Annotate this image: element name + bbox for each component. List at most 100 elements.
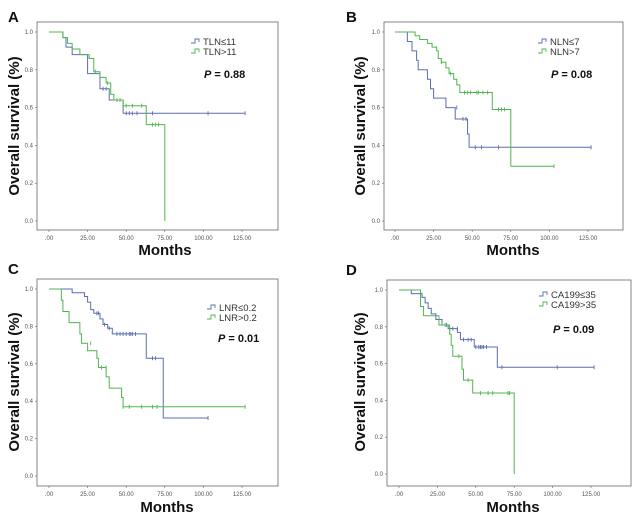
legend-label: LNR≤0.2 — [219, 303, 256, 314]
x-tick-label: 100.00 — [194, 492, 213, 498]
legend-swatch — [539, 291, 548, 297]
x-axis-label: Months — [486, 242, 539, 259]
y-axis-label: Overall survival (%) — [352, 312, 369, 451]
p-value-number: = 0.01 — [225, 333, 259, 345]
plot-frame — [386, 279, 632, 487]
legend-label: NLN>7 — [550, 47, 580, 58]
p-symbol: P — [551, 69, 559, 81]
y-tick-label: 0.6 — [25, 106, 34, 112]
legend-swatch — [207, 314, 216, 320]
y-tick-label: 0.2 — [372, 181, 381, 187]
legend-swatch — [191, 38, 200, 44]
y-tick-label: 0.0 — [25, 219, 34, 225]
legend-label: CA199>35 — [551, 300, 596, 311]
panel-letter: D — [346, 262, 357, 279]
legend-label: CA199≤35 — [551, 290, 596, 301]
x-tick-label: 75.00 — [507, 492, 523, 498]
y-tick-label: 0.0 — [372, 219, 381, 225]
legend-label: LNR>0.2 — [219, 313, 257, 324]
plot-frame — [36, 21, 279, 231]
y-axis-label: Overall survival (%) — [352, 56, 369, 195]
x-tick-label: 25.00 — [80, 236, 96, 242]
x-tick-label: 100.00 — [194, 236, 213, 242]
legend-swatch — [191, 48, 200, 54]
panel-letter: A — [8, 9, 19, 26]
p-value: P = 0.88 — [204, 69, 245, 81]
y-tick-label: 0.6 — [375, 362, 384, 368]
legend-label: NLN≤7 — [550, 37, 580, 48]
p-value: P = 0.09 — [553, 324, 594, 336]
x-tick-label: 75.00 — [157, 236, 173, 242]
x-tick-label: 75.00 — [157, 492, 173, 498]
y-tick-label: 0.0 — [25, 474, 34, 480]
legend-swatch — [207, 304, 216, 310]
x-tick-label: 125.00 — [233, 492, 252, 498]
y-tick-label: 0.8 — [25, 68, 34, 74]
x-tick-label: 75.00 — [503, 236, 519, 242]
panel-letter: C — [8, 261, 19, 278]
y-tick-label: 0.8 — [375, 325, 384, 331]
x-tick-label: 100.00 — [540, 236, 559, 242]
x-tick-label: 50.00 — [465, 236, 481, 242]
x-tick-label: 50.00 — [119, 492, 135, 498]
y-tick-label: 0.0 — [375, 472, 384, 478]
p-value: P = 0.08 — [551, 69, 592, 81]
plot-frame — [383, 21, 624, 231]
x-tick-label: 25.00 — [426, 236, 442, 242]
x-tick-label: 50.00 — [468, 492, 484, 498]
x-tick-label: .00 — [391, 236, 400, 242]
x-axis-label: Months — [140, 499, 193, 516]
legend-swatch — [539, 301, 548, 307]
p-symbol: P — [218, 333, 226, 345]
y-tick-label: 1.0 — [25, 30, 34, 36]
y-tick-label: 0.4 — [375, 398, 384, 404]
x-tick-label: .00 — [45, 236, 54, 242]
survival-curve-2 — [399, 289, 515, 474]
p-symbol: P — [553, 324, 561, 336]
y-tick-label: 0.2 — [25, 181, 34, 187]
y-axis-label: Overall survival (%) — [6, 56, 23, 195]
p-value-number: = 0.88 — [211, 69, 245, 81]
y-tick-label: 0.8 — [372, 68, 381, 74]
x-tick-label: .00 — [395, 492, 404, 498]
x-tick-label: 100.00 — [543, 492, 562, 498]
panel-letter: B — [346, 9, 357, 26]
survival-curve-2 — [395, 31, 555, 167]
p-value: P = 0.01 — [218, 333, 259, 345]
y-tick-label: 0.4 — [372, 143, 381, 149]
survival-curve-2 — [49, 31, 166, 221]
x-tick-label: 125.00 — [582, 492, 601, 498]
y-tick-label: 0.6 — [25, 362, 34, 368]
survival-curve-2 — [49, 288, 246, 408]
y-tick-label: 0.2 — [25, 437, 34, 443]
legend-label: TLN≤11 — [203, 37, 236, 48]
y-tick-label: 1.0 — [372, 30, 381, 36]
x-tick-label: 125.00 — [579, 236, 598, 242]
survival-curve-1 — [395, 31, 592, 148]
x-tick-label: .00 — [45, 492, 54, 498]
y-tick-label: 0.6 — [372, 106, 381, 112]
x-axis-label: Months — [138, 242, 191, 259]
y-tick-label: 1.0 — [25, 287, 34, 293]
x-tick-label: 25.00 — [430, 492, 446, 498]
x-tick-label: 25.00 — [80, 492, 96, 498]
survival-curve-1 — [49, 288, 209, 419]
legend-swatch — [538, 48, 547, 54]
legend-swatch — [538, 38, 547, 44]
y-tick-label: 0.4 — [25, 143, 34, 149]
y-tick-label: 1.0 — [375, 288, 384, 294]
legend-label: TLN>11 — [203, 47, 236, 58]
y-axis-label: Overall survival (%) — [6, 312, 23, 451]
p-symbol: P — [204, 69, 212, 81]
x-tick-label: 125.00 — [233, 236, 252, 242]
x-tick-label: 50.00 — [119, 236, 135, 242]
p-value-number: = 0.09 — [560, 324, 594, 336]
x-axis-label: Months — [486, 499, 539, 516]
plot-frame — [36, 278, 279, 487]
p-value-number: = 0.08 — [558, 69, 592, 81]
y-tick-label: 0.2 — [375, 435, 384, 441]
y-tick-label: 0.8 — [25, 324, 34, 330]
y-tick-label: 0.4 — [25, 399, 34, 405]
